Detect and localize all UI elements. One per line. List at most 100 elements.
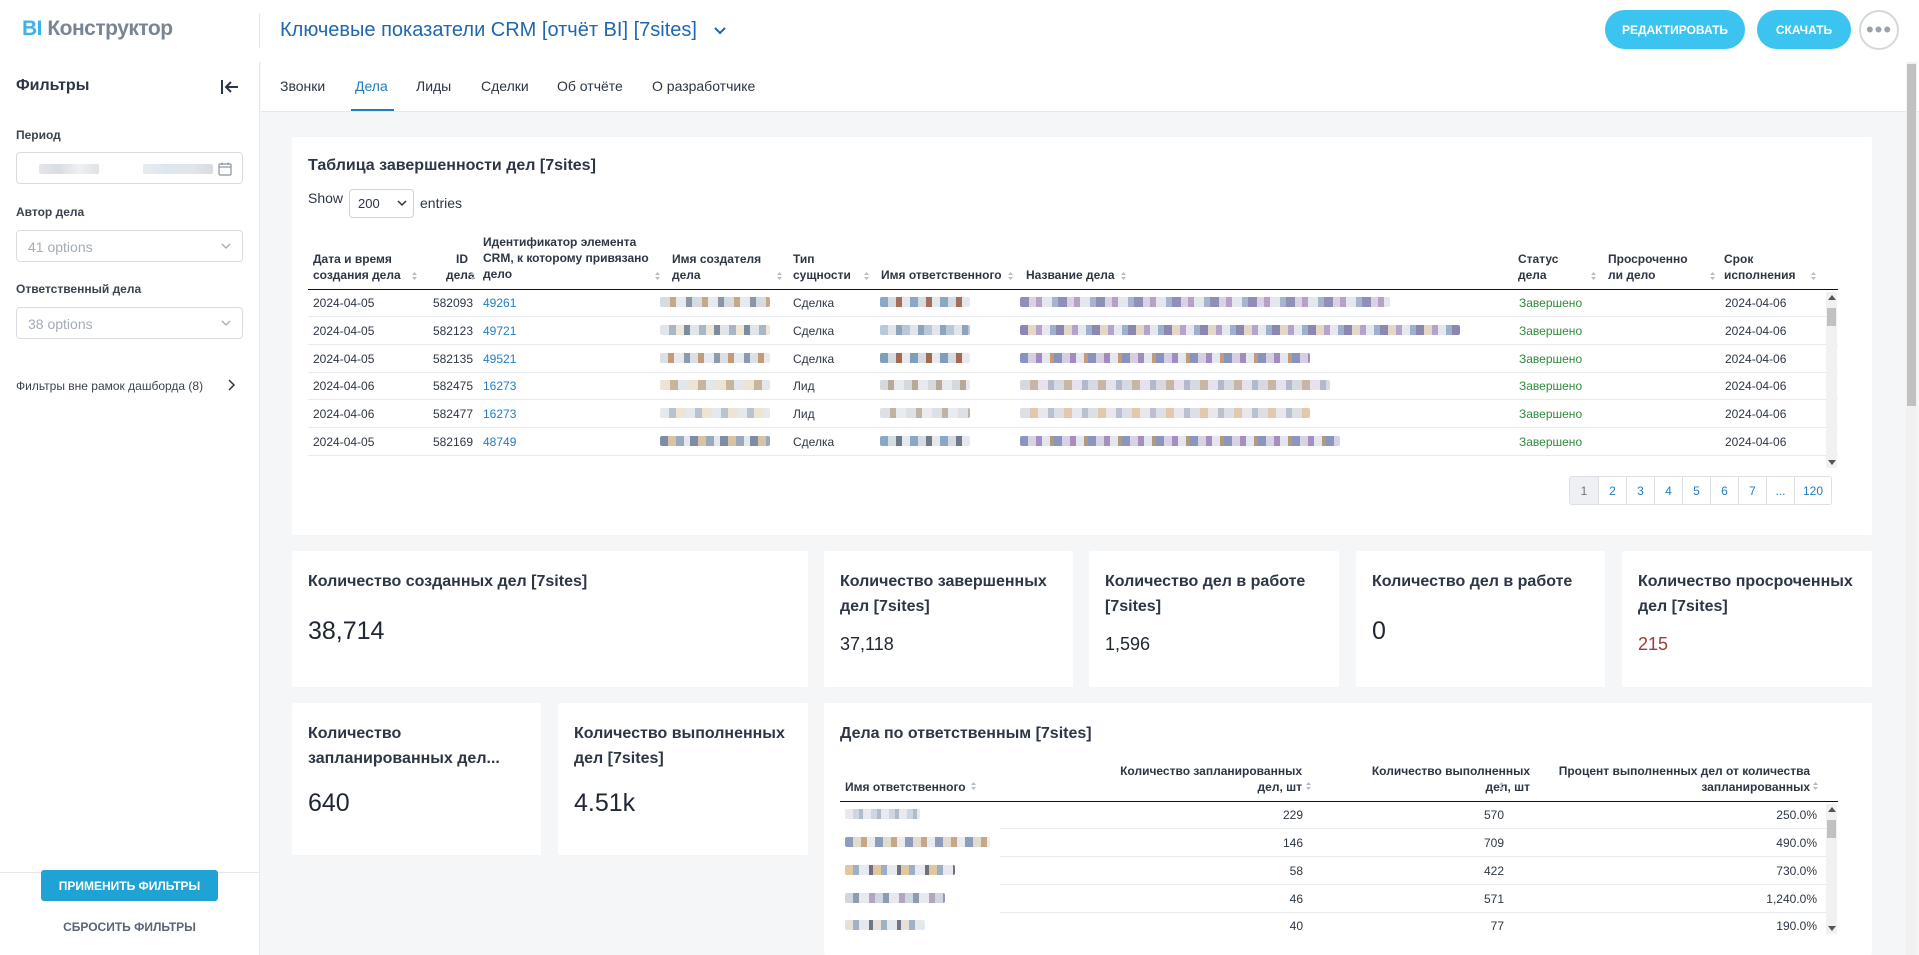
- col-header-percent[interactable]: Процент выполненных дел от количества зап…: [1520, 763, 1810, 795]
- col-header-done[interactable]: Количество выполненных дел, шт: [1320, 763, 1530, 795]
- tab-tasks[interactable]: Дела: [355, 78, 388, 94]
- cell-crm-link[interactable]: 49521: [483, 352, 517, 366]
- page-7[interactable]: 7: [1738, 477, 1766, 504]
- app-logo[interactable]: BI Конструктор: [22, 17, 173, 41]
- cell-crm-link[interactable]: 49261: [483, 296, 517, 310]
- page-1[interactable]: 1: [1570, 477, 1598, 504]
- scroll-up-icon[interactable]: [1828, 807, 1836, 812]
- scroll-up-icon[interactable]: [1828, 295, 1836, 300]
- sort-icon[interactable]: [1007, 271, 1014, 281]
- col-header-task-name[interactable]: Название дела: [1026, 268, 1115, 282]
- sort-icon[interactable]: [1810, 271, 1817, 281]
- sort-icon[interactable]: [1498, 781, 1505, 791]
- cell-deadline: 2024-04-06: [1725, 379, 1787, 393]
- kpi-value: 640: [308, 789, 350, 817]
- tab-about-developer[interactable]: О разработчике: [652, 78, 756, 94]
- author-select[interactable]: 41 options: [16, 230, 243, 262]
- chevron-down-icon: [221, 243, 231, 249]
- tab-deals[interactable]: Сделки: [481, 78, 529, 94]
- cell-crm-link[interactable]: 48749: [483, 435, 517, 449]
- sort-icon[interactable]: [1709, 271, 1716, 281]
- apply-filters-button[interactable]: ПРИМЕНИТЬ ФИЛЬТРЫ: [41, 870, 218, 901]
- kpi-title: Количество дел в работе [7sites]: [1105, 573, 1306, 615]
- cell-crm-link[interactable]: 49721: [483, 324, 517, 338]
- sort-icon[interactable]: [411, 271, 418, 281]
- col-header-status[interactable]: Статус дела: [1518, 251, 1558, 283]
- page-last[interactable]: 120: [1794, 477, 1832, 504]
- sort-icon[interactable]: [654, 271, 661, 281]
- responsible-select[interactable]: 38 options: [16, 307, 243, 339]
- table1-scrollbar[interactable]: [1826, 292, 1837, 468]
- col-header-crm-line3: дело: [483, 267, 513, 281]
- page-4[interactable]: 4: [1654, 477, 1682, 504]
- page-scrollbar-thumb[interactable]: [1907, 64, 1916, 406]
- col-header-planned[interactable]: Количество запланированных дел, шт: [1000, 763, 1302, 795]
- col-header-type-line2: сущности: [793, 268, 851, 282]
- redacted-creator: [660, 380, 770, 390]
- show-label: Show: [308, 190, 344, 206]
- col-header-responsible-name[interactable]: Имя ответственного: [845, 780, 966, 794]
- tab-about-report[interactable]: Об отчёте: [557, 78, 623, 94]
- sort-icon[interactable]: [776, 271, 783, 281]
- redacted-creator: [660, 325, 770, 335]
- page-6[interactable]: 6: [1710, 477, 1738, 504]
- download-button[interactable]: СКАЧАТЬ: [1757, 10, 1851, 49]
- sort-icon[interactable]: [1120, 271, 1127, 281]
- col-header-overdue[interactable]: Просроченно ли дело: [1608, 251, 1688, 283]
- col-header-deadline[interactable]: Срок исполнения: [1724, 251, 1796, 283]
- cell-crm-link[interactable]: 16273: [483, 379, 517, 393]
- col-header-entity-type[interactable]: Тип сущности: [793, 251, 851, 283]
- scroll-down-icon[interactable]: [1828, 460, 1836, 465]
- page-3[interactable]: 3: [1626, 477, 1654, 504]
- table2-scrollbar[interactable]: [1826, 804, 1837, 934]
- col-header-deadline-line2: исполнения: [1724, 268, 1796, 282]
- row-divider: [1000, 856, 1826, 857]
- outer-filters-link[interactable]: Фильтры вне рамок дашборда (8): [16, 379, 204, 393]
- cell-percent: 190.0%: [1776, 919, 1817, 933]
- sort-icon[interactable]: [1305, 781, 1312, 791]
- chevron-right-icon[interactable]: [226, 377, 238, 393]
- cell-status: Завершено: [1519, 435, 1583, 449]
- redacted-name: [845, 865, 955, 875]
- kpi-title: Количество просроченных дел [7sites]: [1638, 573, 1853, 615]
- sort-icon[interactable]: [469, 271, 476, 281]
- collapse-sidebar-icon[interactable]: [217, 74, 243, 100]
- sort-icon[interactable]: [863, 271, 870, 281]
- chevron-down-icon[interactable]: [710, 19, 730, 43]
- col-header-creator[interactable]: Имя создателя дела: [672, 251, 761, 283]
- redacted-task-name: [1020, 380, 1330, 390]
- more-options-icon[interactable]: •••: [1859, 10, 1899, 50]
- period-date-range-input[interactable]: [16, 152, 243, 184]
- cell-type: Сделка: [793, 435, 835, 449]
- kpi-title: Количество завершенных дел [7sites]: [840, 573, 1047, 615]
- col-header-responsible[interactable]: Имя ответственного: [881, 268, 1002, 282]
- cell-status: Завершено: [1519, 407, 1583, 421]
- entries-per-page-select[interactable]: 200: [349, 189, 414, 218]
- sort-icon[interactable]: [1812, 781, 1819, 791]
- col-header-crm-id[interactable]: Идентификатор элемента CRM, к которому пр…: [483, 234, 649, 282]
- table1-scrollbar-thumb[interactable]: [1827, 308, 1836, 326]
- tab-leads[interactable]: Лиды: [416, 78, 452, 94]
- responsible-label: Ответственный дела: [16, 282, 142, 296]
- cell-status: Завершено: [1519, 296, 1583, 310]
- tab-calls[interactable]: Звонки: [280, 78, 326, 94]
- page-scrollbar[interactable]: [1906, 62, 1917, 955]
- sort-icon[interactable]: [970, 781, 977, 791]
- col-header-type-line1: Тип: [793, 252, 815, 266]
- col-header-date[interactable]: Дата и время создания дела: [313, 251, 401, 283]
- page-5[interactable]: 5: [1682, 477, 1710, 504]
- dashboard-title[interactable]: Ключевые показатели CRM [отчёт BI] [7sit…: [280, 19, 697, 41]
- col-header-id[interactable]: ID дела: [446, 251, 475, 283]
- page-2[interactable]: 2: [1598, 477, 1626, 504]
- sort-icon[interactable]: [1590, 271, 1597, 281]
- scroll-down-icon[interactable]: [1828, 926, 1836, 931]
- kpi-value: 37,118: [840, 634, 894, 654]
- table2-header-divider: [840, 801, 1838, 802]
- tasks-by-responsible-card: Дела по ответственным [7sites]: [824, 703, 1872, 955]
- edit-button[interactable]: РЕДАКТИРОВАТЬ: [1605, 10, 1745, 49]
- cell-crm-link[interactable]: 16273: [483, 407, 517, 421]
- table2-scrollbar-thumb[interactable]: [1827, 820, 1836, 838]
- cell-type: Лид: [793, 379, 815, 393]
- reset-filters-button[interactable]: СБРОСИТЬ ФИЛЬТРЫ: [41, 916, 218, 938]
- tab-bar: Звонки Дела Лиды Сделки Об отчёте О разр…: [261, 62, 1919, 112]
